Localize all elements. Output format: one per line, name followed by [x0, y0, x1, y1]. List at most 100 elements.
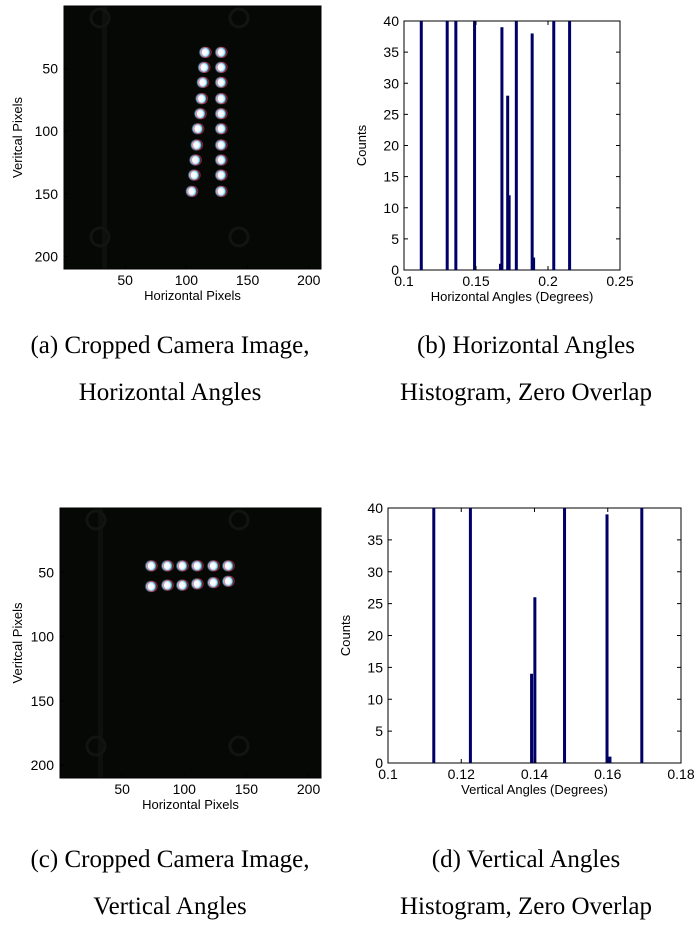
y-tick-label: 5 [391, 231, 399, 247]
y-tick-label: 200 [31, 757, 55, 773]
x-tick-label: 100 [175, 272, 199, 288]
x-tick-label: 0.1 [378, 766, 398, 782]
light-spot-fringe [223, 575, 235, 587]
caption-d-line2: Histogram, Zero Overlap [399, 893, 652, 920]
y-tick-label: 15 [367, 659, 383, 675]
x-tick-label: 0.15 [462, 273, 489, 289]
light-spot-fringe [177, 579, 189, 591]
plot-frame [403, 20, 621, 271]
y-tick-label: 20 [367, 628, 383, 644]
x-tick-label: 0.12 [448, 766, 475, 782]
x-tick-label: 200 [297, 781, 321, 797]
camera-image-plot-horizontal: 50 50 100 100 150 150 200 200 Horizontal Pixels V… [10, 5, 322, 303]
light-spot-fringe [189, 169, 201, 181]
panel-d: 0 5 10 15 20 25 30 35 40 0.1 0.12 0.14 0.16 0.18 Verti… [338, 495, 696, 825]
y-tick-label: 30 [367, 564, 383, 580]
light-spot-fringe [146, 560, 158, 572]
histogram-bar [468, 508, 472, 763]
histogram-bar [532, 257, 536, 270]
histogram-bar [500, 27, 504, 270]
y-axis-label: Counts [354, 124, 369, 166]
x-tick-label: 0.18 [667, 766, 694, 782]
y-tick-label: 150 [31, 693, 55, 709]
y-tick-label: 10 [383, 200, 399, 216]
light-spot-fringe [223, 560, 235, 572]
panel-a: 50 50 100 100 150 150 200 200 Horizontal Pixels V… [0, 0, 340, 303]
y-axis-label: Veritcal Pixels [10, 602, 25, 683]
light-spot-fringe [216, 46, 228, 58]
histogram-bar [552, 21, 556, 270]
caption-a: (a) Cropped Camera Image, Horizontal Ang… [0, 331, 340, 408]
histogram-bar [445, 21, 449, 270]
plot-frame [59, 507, 322, 779]
light-spot-fringe [208, 560, 220, 572]
histogram-bar [514, 21, 518, 270]
background-screw-icon [89, 7, 111, 29]
x-tick-label: 150 [236, 272, 260, 288]
caption-a-line1: (a) Cropped Camera Image, [30, 332, 310, 359]
y-tick-label: 10 [367, 691, 383, 707]
background-screw-icon [85, 735, 107, 757]
light-spot-fringe [195, 108, 207, 120]
light-spot-fringe [200, 46, 212, 58]
histogram-bar [530, 673, 534, 763]
horizontal-angles-histogram: 0 5 10 15 20 25 30 35 40 0.1 0.15 0.2 0.25 Horizontal… [354, 13, 634, 304]
y-tick-label: 30 [383, 75, 399, 91]
x-tick-label: 150 [235, 781, 259, 797]
background-screw-icon [85, 509, 107, 531]
caption-c: (c) Cropped Camera Image, Vertical Angle… [0, 845, 340, 922]
image-background [60, 508, 321, 778]
panel-c: 50 50 100 100 150 150 200 200 Horizontal Pixels V… [0, 495, 340, 825]
y-tick-label: 0 [391, 262, 399, 278]
caption-c-line2: Vertical Angles [93, 893, 247, 920]
histogram-bar [454, 21, 458, 270]
x-tick-label: 0.25 [606, 273, 633, 289]
histogram-bar [507, 195, 511, 270]
y-tick-label: 200 [35, 248, 59, 264]
histogram-bar [432, 508, 436, 763]
light-spot-fringe [216, 76, 228, 88]
light-spot-fringe [216, 93, 228, 105]
y-tick-label: 0 [375, 755, 383, 771]
light-spot-fringe [187, 185, 199, 197]
y-tick-label: 50 [42, 61, 58, 77]
vertical-angles-histogram: 0 5 10 15 20 25 30 35 40 0.1 0.12 0.14 0.16 0.18 Verti… [338, 500, 695, 797]
y-tick-label: 50 [38, 564, 54, 580]
caption-b: (b) Horizontal Angles Histogram, Zero Ov… [356, 331, 696, 408]
histogram-bar [473, 21, 477, 270]
histogram-bar [605, 514, 609, 763]
histogram-bar [419, 21, 423, 270]
light-spot-fringe [193, 123, 205, 135]
x-tick-label: 0.16 [594, 766, 621, 782]
background-screw-icon [228, 509, 250, 531]
y-tick-label: 150 [35, 186, 59, 202]
light-spot-fringe [197, 93, 209, 105]
background-screw-icon [228, 7, 250, 29]
y-tick-label: 35 [367, 532, 383, 548]
light-spot-fringe [216, 123, 228, 135]
light-spot-fringe [190, 154, 202, 166]
y-axis-label: Veritcal Pixels [10, 97, 25, 178]
light-spot-fringe [216, 154, 228, 166]
x-axis-label: Vertical Angles (Degrees) [461, 782, 608, 797]
light-spot-fringe [216, 108, 228, 120]
caption-d-line1: (d) Vertical Angles [431, 846, 621, 873]
histogram-bar [533, 597, 537, 763]
histogram-bar [640, 508, 644, 763]
x-tick-label: 50 [114, 781, 130, 797]
y-tick-label: 20 [383, 138, 399, 154]
y-axis-label: Counts [338, 614, 353, 656]
histogram-bar [568, 21, 572, 270]
background-rail [98, 508, 103, 778]
caption-b-line2: Histogram, Zero Overlap [399, 379, 652, 406]
light-spot-fringe [216, 169, 228, 181]
panel-b: 0 5 10 15 20 25 30 35 40 0.1 0.15 0.2 0.25 Horizontal… [348, 0, 696, 310]
x-tick-label: 0.14 [521, 766, 548, 782]
background-rail [102, 6, 107, 269]
y-tick-label: 100 [35, 123, 59, 139]
caption-a-line2: Horizontal Angles [78, 379, 262, 406]
plot-frame [63, 5, 322, 270]
y-tick-label: 5 [375, 723, 383, 739]
light-spot-fringe [198, 76, 210, 88]
light-spot-fringe [162, 560, 174, 572]
